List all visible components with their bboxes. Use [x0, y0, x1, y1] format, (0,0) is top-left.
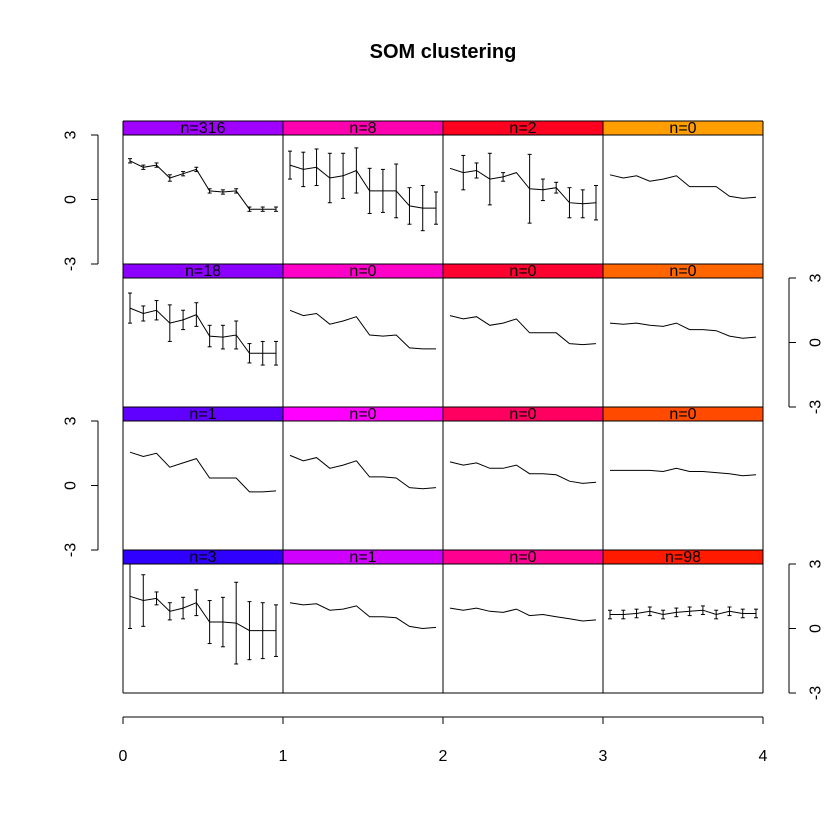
panel-count-label: n=0: [349, 263, 376, 280]
panel-strip: [443, 121, 603, 135]
axes-group: -3 0 3 -3 0 3 -3 0 3 -3 0 3 0 1 2 3 4: [63, 130, 825, 765]
y-tick-label: 0: [808, 624, 825, 633]
panels-group: n=316 n=8 n=2 n=0 n=18 n=0 n=0 n=0 n=1 n=0 n=0 n=0 n…: [122, 120, 764, 694]
panel-count-label: n=0: [509, 549, 536, 566]
y-tick-label: 3: [808, 559, 825, 568]
x-axis: 0 1 2 3 4: [119, 716, 768, 765]
panel-4-4: n=98: [603, 549, 763, 620]
right-y-axis-row-4: -3 0 3: [788, 559, 825, 700]
panel-grid: [122, 120, 764, 694]
y-tick-label: 3: [808, 273, 825, 282]
panel-count-label: n=2: [509, 120, 536, 137]
y-tick-label: -3: [808, 686, 825, 700]
x-tick-label: 4: [759, 748, 768, 765]
profile-line: [129, 160, 276, 210]
panel-2-3: n=0: [443, 263, 603, 346]
y-tick-label: -3: [63, 543, 80, 557]
panel-strip: [443, 264, 603, 278]
right-y-axis-row-2: -3 0 3: [788, 273, 825, 414]
panel-4-1: n=3: [123, 549, 283, 665]
profile-line: [609, 322, 757, 339]
panel-strip: [123, 550, 283, 564]
left-y-axis-row-3: -3 0 3: [63, 416, 99, 557]
panel-strip: [603, 407, 763, 421]
panel-count-label: n=98: [665, 549, 701, 566]
y-tick-label: 0: [808, 338, 825, 347]
profile-line: [449, 167, 597, 205]
panel-strip: [283, 264, 443, 278]
panel-strip: [603, 121, 763, 135]
panel-1-1: n=316: [123, 120, 283, 212]
y-tick-label: -3: [63, 257, 80, 271]
panel-strip: [283, 121, 443, 135]
x-tick-label: 2: [439, 748, 448, 765]
panel-count-label: n=0: [349, 406, 376, 423]
y-tick-label: -3: [808, 400, 825, 414]
panel-strip: [443, 550, 603, 564]
panel-3-2: n=0: [283, 406, 443, 490]
panel-strip: [123, 121, 283, 135]
profile-line: [289, 602, 437, 630]
panel-strip: [603, 264, 763, 278]
panel-count-label: n=0: [669, 263, 696, 280]
profile-line: [449, 607, 597, 622]
profile-line: [129, 307, 276, 354]
profile-line: [610, 609, 756, 616]
panel-strip: [603, 550, 763, 564]
panel-count-label: n=3: [189, 549, 216, 566]
panel-1-4: n=0: [603, 120, 763, 199]
y-tick-label: 3: [63, 416, 80, 425]
panel-strip: [123, 264, 283, 278]
panel-count-label: n=18: [185, 263, 221, 280]
x-tick-label: 0: [119, 748, 128, 765]
panel-3-4: n=0: [603, 406, 763, 477]
chart-title: SOM clustering: [370, 41, 517, 63]
profile-line: [610, 467, 757, 477]
panel-count-label: n=0: [509, 406, 536, 423]
left-y-axis-row-1: -3 0 3: [63, 130, 99, 271]
panel-count-label: n=1: [349, 549, 376, 566]
profile-line: [289, 164, 436, 209]
profile-line: [129, 451, 277, 493]
profile-line: [449, 461, 597, 484]
profile-line: [449, 315, 597, 346]
panel-1-2: n=8: [283, 120, 443, 232]
panel-strip: [283, 550, 443, 564]
y-tick-label: 0: [63, 195, 80, 204]
panel-2-1: n=18: [123, 263, 283, 366]
panel-count-label: n=0: [669, 120, 696, 137]
panel-count-label: n=8: [349, 120, 376, 137]
y-tick-label: 0: [63, 481, 80, 490]
panel-3-1: n=1: [123, 406, 283, 493]
panel-strip: [283, 407, 443, 421]
profile-line: [609, 174, 757, 199]
panel-1-3: n=2: [443, 120, 603, 224]
profile-line: [129, 595, 276, 632]
panel-count-label: n=316: [181, 120, 226, 137]
panel-2-2: n=0: [283, 263, 443, 350]
panel-strip: [443, 407, 603, 421]
panel-count-label: n=1: [189, 406, 216, 423]
panel-strip: [123, 407, 283, 421]
y-tick-label: 3: [63, 130, 80, 139]
profile-line: [289, 309, 436, 350]
panel-4-2: n=1: [283, 549, 443, 630]
panel-count-label: n=0: [669, 406, 696, 423]
x-tick-label: 1: [279, 748, 288, 765]
panel-count-label: n=0: [509, 263, 536, 280]
x-tick-label: 3: [599, 748, 608, 765]
profile-line: [289, 454, 437, 490]
panel-4-3: n=0: [443, 549, 603, 622]
panel-2-4: n=0: [603, 263, 763, 339]
panel-3-3: n=0: [443, 406, 603, 484]
